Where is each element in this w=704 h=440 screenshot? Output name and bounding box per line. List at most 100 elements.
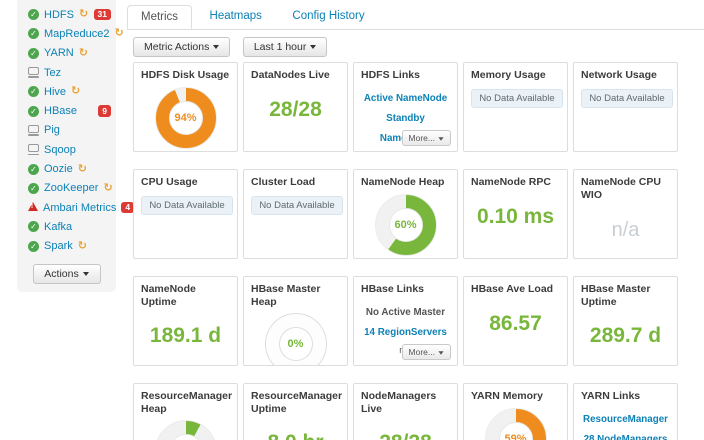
card-link[interactable]: Active NameNode [363,92,448,104]
sidebar-item-pig[interactable]: Pig [17,121,116,140]
metric-value: 0.10 ms [476,204,555,228]
metric-value: 28/28 [269,97,322,121]
chevron-down-icon [213,45,220,50]
card-title: HBase Master Uptime [581,283,651,308]
donut-hole [278,327,313,361]
donut-percent-label: 8% [156,421,216,440]
donut-chart: 60% [374,193,437,256]
service-label: Sqoop [44,143,76,156]
card-title: NameNode RPC [471,176,551,188]
metric-card-namenode-rpc: NameNode RPC 0.10 ms [463,169,568,259]
service-label: MapReduce2 [44,27,110,40]
metric-actions-label: Metric Actions [144,41,210,53]
card-title: NameNode Heap [361,176,445,188]
sidebar-item-mapreduce2[interactable]: ✓ MapReduce2 ↻ [17,24,124,43]
chevron-down-icon [438,137,444,141]
chevron-down-icon [310,45,317,50]
service-label: HDFS [44,8,74,21]
sidebar-service-list: ✓ HDFS ↻ 31 ✓ MapReduce2 ↻ ✓ YARN ↻ Tez ✓ Hive ↻ ✓ HBas… [17,5,135,256]
card-title: Cluster Load [251,176,316,188]
donut-chart: 94% [154,86,217,149]
card-title: YARN Links [581,390,641,402]
tab-config-history[interactable]: Config History [292,10,365,22]
service-label: HBase [44,105,78,118]
donut-percent-label: 59% [504,432,527,440]
sidebar-item-hive[interactable]: ✓ Hive ↻ [17,82,116,101]
service-label: Oozie [44,163,73,176]
client-status-icon [28,67,39,79]
donut-percent-label: 60% [394,218,417,231]
metrics-grid: HDFS Disk Usage 94% DataNodes Live 28/28 HDF… [133,62,678,440]
actions-button-label: Actions [44,267,79,280]
card-title: HBase Links [361,283,425,295]
healthy-status-icon: ✓ [28,47,39,59]
service-label: ZooKeeper [44,182,99,195]
healthy-status-icon: ✓ [28,105,39,117]
chevron-down-icon [82,272,89,277]
metric-card-memory-usage: Memory Usage No Data Available [463,62,568,152]
metric-value: 28/28 [361,431,450,440]
card-text: No Active Master [365,306,446,318]
healthy-status-icon: ✓ [28,182,39,194]
sidebar-item-sqoop[interactable]: Sqoop [17,140,116,159]
alert-count-badge[interactable]: 31 [93,8,111,21]
service-label: Tez [44,66,62,79]
sidebar-item-hdfs[interactable]: ✓ HDFS ↻ 31 [17,5,116,24]
no-data-label: No Data Available [141,195,233,215]
metric-card-namenode-cpu-wio: NameNode CPU WIO n/a [573,169,678,259]
metric-card-hbase-links: HBase Links No Active Master 14 RegionServ… [353,276,458,366]
sidebar-item-kafka[interactable]: ✓ Kafka [17,217,116,236]
sidebar-item-ambari-metrics[interactable]: Ambari Metrics 4 [17,198,135,217]
card-link[interactable]: 28 DataNodes [361,149,450,152]
metric-value: 86.57 [489,311,542,335]
no-data-label: No Data Available [471,88,563,108]
metrics-toolbar: Metric Actions Last 1 hour [133,37,335,57]
alert-count-badge[interactable]: 9 [98,105,111,117]
sidebar-item-yarn[interactable]: ✓ YARN ↻ [17,44,116,63]
client-status-icon [28,144,39,156]
donut-hole [388,207,423,242]
metric-value: 8.0 hr [251,431,340,440]
metric-actions-button[interactable]: Metric Actions [133,37,231,57]
healthy-status-icon: ✓ [28,221,39,233]
metric-card-cluster-load: Cluster Load No Data Available [243,169,348,259]
sidebar-item-hbase[interactable]: ✓ HBase 9 [17,101,116,120]
card-title: HDFS Disk Usage [141,69,230,81]
service-label: Ambari Metrics [43,201,117,214]
metric-value-na: n/a [611,219,640,241]
healthy-status-icon: ✓ [28,240,39,252]
healthy-status-icon: ✓ [28,86,39,98]
actions-button[interactable]: Actions [32,263,101,284]
sidebar-item-tez[interactable]: Tez [17,63,116,82]
sidebar-item-spark[interactable]: ✓ Spark ↻ [17,237,116,256]
tab-metrics[interactable]: Metrics [127,5,193,29]
healthy-status-icon: ✓ [28,163,39,175]
more-button[interactable]: More... [401,130,451,146]
card-link[interactable]: 28 NodeManagers [583,433,668,440]
card-title: NameNode Uptime [141,283,196,308]
sidebar-item-oozie[interactable]: ✓ Oozie ↻ [17,159,116,178]
card-link[interactable]: 14 RegionServers [364,326,447,338]
card-title: HBase Master Heap [251,283,321,308]
more-button[interactable]: More... [401,344,451,360]
card-link[interactable]: ResourceManager [583,413,668,425]
healthy-status-icon: ✓ [28,28,39,40]
card-title: HDFS Links [361,69,420,81]
card-title: Memory Usage [471,69,546,81]
metric-card-hdfs-disk-usage: HDFS Disk Usage 94% [133,62,238,152]
restart-required-icon: ↻ [77,162,87,175]
time-range-button[interactable]: Last 1 hour [242,37,328,57]
metric-card-nodemanagers-live: NodeManagers Live 28/28 [353,383,458,440]
metric-card-resourcemanager-heap: ResourceManager Heap 8% [133,383,238,440]
restart-required-icon: ↻ [77,239,87,252]
dashboard-main: Metrics Heatmaps Config History Metric A… [127,0,704,440]
tab-heatmaps[interactable]: Heatmaps [209,10,262,22]
service-label: Spark [44,240,73,253]
alert-count-badge[interactable]: 4 [121,201,135,214]
sidebar-item-zookeeper[interactable]: ✓ ZooKeeper ↻ [17,179,116,198]
time-range-label: Last 1 hour [253,41,307,53]
donut-chart: 8% [154,420,217,440]
no-data-label: No Data Available [251,195,343,215]
